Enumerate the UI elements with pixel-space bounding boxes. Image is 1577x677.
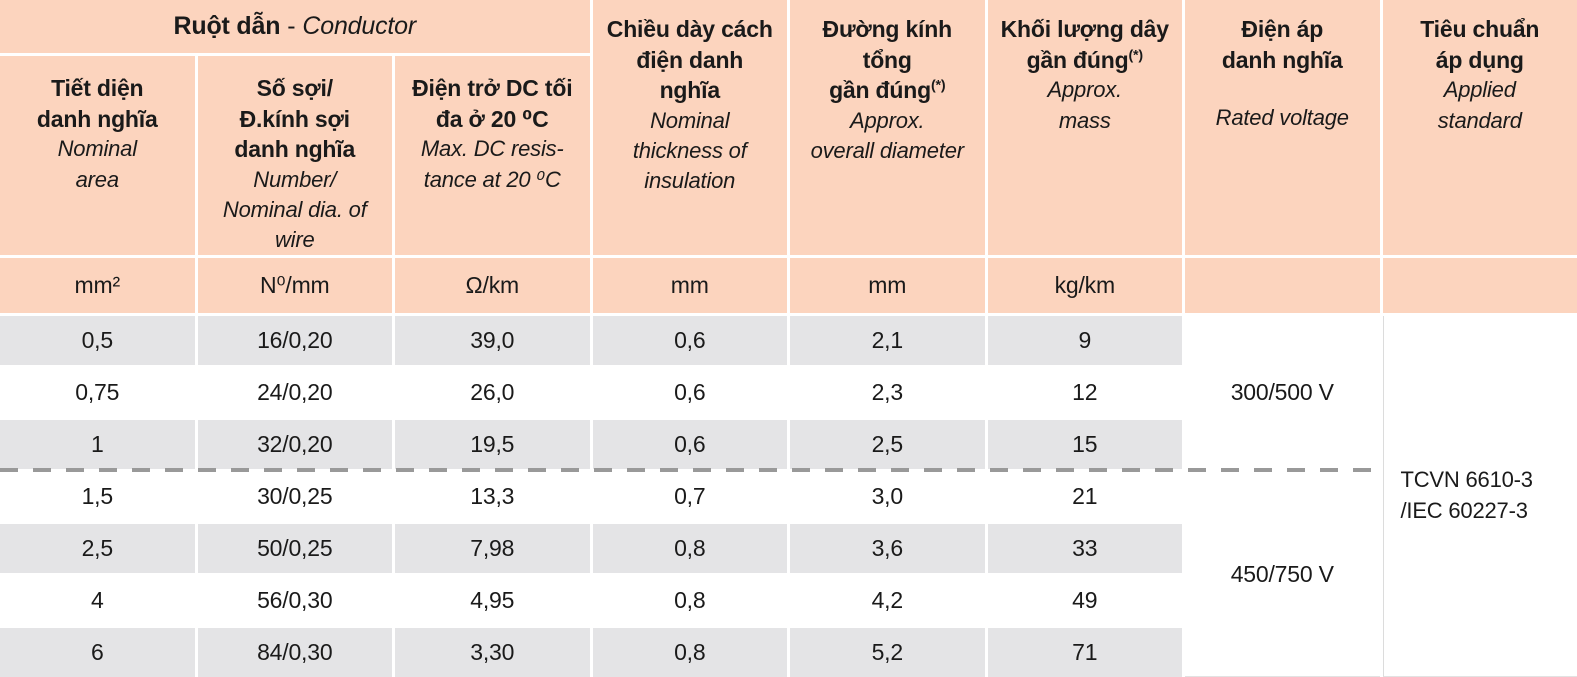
row5-resistance-cell: 7,98 (395, 524, 590, 573)
row5-thickness-cell: 0,8 (592, 524, 787, 573)
col-header-overall-diameter: Đường kính tổng gần đúng(*) Approx. over… (790, 0, 985, 255)
row7-area-cell: 6 (0, 628, 195, 677)
col-header-strands-en: Number/ Nominal dia. of wire (222, 166, 367, 253)
row1-area-cell: 0,5 (0, 316, 195, 365)
row1-strands-cell: 16/0,20 (197, 316, 392, 365)
row2-thickness-cell: 0,6 (592, 368, 787, 417)
row4-resistance-cell: 13,3 (395, 472, 590, 521)
unit-mass: kg/km (987, 258, 1182, 313)
row2-diameter-cell: 2,3 (790, 368, 985, 417)
col-header-dc-resistance: Điện trở DC tối đa ở 20 ⁰C Max. DC resis… (395, 56, 590, 255)
row3-mass-cell: 15 (987, 420, 1182, 469)
col-header-approx-mass-en: Approx. mass (1047, 77, 1123, 133)
col-header-rated-voltage-vi: Điện áp danh nghĩa (1221, 16, 1343, 73)
unit-thickness: mm (592, 258, 787, 313)
footnote-marker: (*) (1128, 46, 1143, 63)
conductor-group-header: Ruột dẫn - Conductor (0, 0, 590, 53)
col-header-overall-diameter-vi: Đường kính tổng gần đúng(*) (822, 16, 953, 104)
row3-thickness-cell: 0,6 (592, 420, 787, 469)
voltage-450-750-cell: 450/750 V (1185, 472, 1380, 677)
unit-standard-empty (1382, 258, 1577, 313)
row4-mass-cell: 21 (987, 472, 1182, 521)
col-header-applied-standard-vi: Tiêu chuẩn áp dụng (1420, 16, 1540, 73)
unit-strands: N⁰/mm (197, 258, 392, 313)
col-header-applied-standard-en: Applied standard (1437, 77, 1522, 133)
applied-standard-cell: TCVN 6610-3 /IEC 60227-3 (1382, 316, 1577, 677)
row2-mass-cell: 12 (987, 368, 1182, 417)
col-header-rated-voltage-en: Rated voltage (1215, 105, 1349, 131)
footnote-marker: (*) (930, 77, 946, 94)
row5-area-cell: 2,5 (0, 524, 195, 573)
row1-thickness-cell: 0,6 (592, 316, 787, 365)
col-header-insulation-thickness-en: Nominal thickness of insulation (632, 107, 747, 194)
unit-diameter: mm (790, 258, 985, 313)
col-header-applied-standard: Tiêu chuẩn áp dụng Applied standard (1382, 0, 1577, 255)
row6-mass-cell: 49 (987, 576, 1182, 625)
row5-strands-cell: 50/0,25 (197, 524, 392, 573)
row4-strands-cell: 30/0,25 (197, 472, 392, 521)
col-header-approx-mass-vi: Khối lượng dây gần đúng(*) (1000, 16, 1169, 73)
row4-area-cell: 1,5 (0, 472, 195, 521)
row2-area-cell: 0,75 (0, 368, 195, 417)
row4-diameter-cell: 3,0 (790, 472, 985, 521)
voltage-300-500-cell: 300/500 V (1185, 316, 1380, 469)
col-header-dc-resistance-en: Max. DC resis- tance at 20 ⁰C (420, 136, 564, 192)
row6-strands-cell: 56/0,30 (197, 576, 392, 625)
col-header-overall-diameter-en: Approx. overall diameter (810, 107, 965, 164)
conductor-group-title-vi: Ruột dẫn (173, 12, 281, 40)
col-header-nominal-area: Tiết diện danh nghĩa Nominal area (0, 56, 195, 255)
unit-resistance: Ω/km (395, 258, 590, 313)
col-header-strands: Số sợi/ Đ.kính sợi danh nghĩa Number/ No… (197, 56, 392, 255)
unit-voltage-empty (1185, 258, 1380, 313)
row6-resistance-cell: 4,95 (395, 576, 590, 625)
row6-area-cell: 4 (0, 576, 195, 625)
col-header-dc-resistance-vi: Điện trở DC tối đa ở 20 ⁰C (412, 75, 573, 132)
unit-area: mm² (0, 258, 195, 313)
col-header-insulation-thickness: Chiều dày cách điện danh nghĩa Nominal t… (592, 0, 787, 255)
row2-strands-cell: 24/0,20 (197, 368, 392, 417)
row6-diameter-cell: 4,2 (790, 576, 985, 625)
col-header-insulation-thickness-vi: Chiều dày cách điện danh nghĩa (606, 16, 773, 104)
row2-resistance-cell: 26,0 (395, 368, 590, 417)
row7-thickness-cell: 0,8 (592, 628, 787, 677)
row1-mass-cell: 9 (987, 316, 1182, 365)
col-header-strands-vi: Số sợi/ Đ.kính sợi danh nghĩa (234, 75, 356, 163)
conductor-group-title-en: Conductor (302, 12, 416, 40)
col-header-rated-voltage: Điện áp danh nghĩa Rated voltage (1185, 0, 1380, 255)
row6-thickness-cell: 0,8 (592, 576, 787, 625)
row4-thickness-cell: 0,7 (592, 472, 787, 521)
row3-resistance-cell: 19,5 (395, 420, 590, 469)
row5-diameter-cell: 3,6 (790, 524, 985, 573)
col-header-nominal-area-en: Nominal area (57, 136, 137, 192)
col-header-nominal-area-vi: Tiết diện danh nghĩa (36, 75, 158, 132)
row1-diameter-cell: 2,1 (790, 316, 985, 365)
row3-diameter-cell: 2,5 (790, 420, 985, 469)
row7-mass-cell: 71 (987, 628, 1182, 677)
conductor-group-separator: - (287, 12, 296, 40)
row3-area-cell: 1 (0, 420, 195, 469)
row7-diameter-cell: 5,2 (790, 628, 985, 677)
row7-resistance-cell: 3,30 (395, 628, 590, 677)
col-header-approx-mass: Khối lượng dây gần đúng(*) Approx. mass (987, 0, 1182, 255)
row3-strands-cell: 32/0,20 (197, 420, 392, 469)
row1-resistance-cell: 39,0 (395, 316, 590, 365)
row5-mass-cell: 33 (987, 524, 1182, 573)
row7-strands-cell: 84/0,30 (197, 628, 392, 677)
